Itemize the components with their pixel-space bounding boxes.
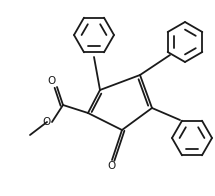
Text: O: O: [43, 117, 51, 127]
Text: O: O: [108, 161, 116, 171]
Text: O: O: [48, 76, 56, 86]
